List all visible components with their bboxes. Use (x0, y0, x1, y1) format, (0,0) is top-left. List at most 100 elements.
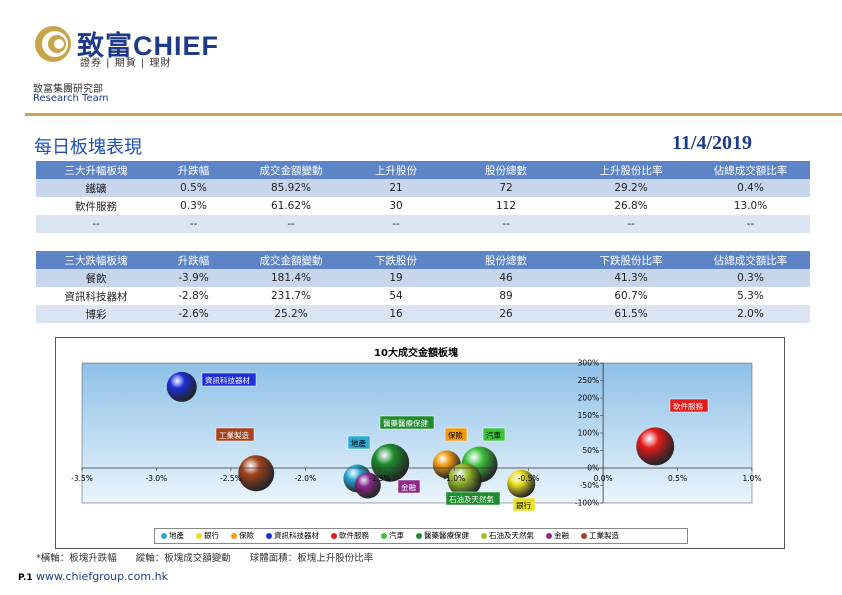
bubble-label: 資訊科技器材 (205, 375, 250, 385)
table-cell: 13.0% (691, 197, 810, 215)
legend-label: 金融 (554, 531, 569, 540)
table-cell: 41.3% (571, 269, 691, 287)
bubble-工業製造 (238, 455, 275, 492)
bubble-label-box (445, 491, 501, 506)
top-losers-table: 三大跌幅板塊 升跌幅 成交金額變動 下跌股份 股份總數 下跌股份比率 佔總成交額… (36, 251, 810, 323)
table-cell: -- (691, 215, 810, 233)
legend-item: 保險 (231, 529, 254, 543)
table-header: 股份總數 (441, 251, 571, 269)
table-row: 博彩 -2.6% 25.2% 16 26 61.5% 2.0% (36, 305, 810, 323)
table-cell: 19 (351, 269, 441, 287)
x-tick-label: 0.0% (594, 474, 613, 483)
bubble-label-box (482, 427, 506, 442)
x-tick-label: -1.5% (369, 474, 391, 483)
header-divider (25, 113, 842, 116)
table-cell: 0.3% (691, 269, 810, 287)
x-tick-label: 0.5% (668, 474, 687, 483)
y-tick-label: 250% (578, 376, 599, 385)
legend-marker-icon (481, 533, 487, 539)
report-date: 11/4/2019 (672, 132, 753, 154)
bubble-label-box (347, 435, 371, 450)
table-cell: 46 (441, 269, 571, 287)
table-header: 三大跌幅板塊 (36, 251, 156, 269)
table-cell: 25.2% (231, 305, 351, 323)
x-tick-label: -3.0% (146, 474, 168, 483)
legend-item: 汽車 (381, 529, 404, 543)
legend-item: 軟件服務 (331, 529, 369, 543)
table-cell: -2.6% (156, 305, 231, 323)
legend-item: 資訊科技器材 (266, 529, 319, 543)
bubble-軟件服務 (636, 427, 675, 466)
legend-marker-icon (381, 533, 387, 539)
bubble-label-box (201, 372, 257, 387)
bubble-label: 軟件服務 (673, 401, 703, 411)
bubble-醫藥醫療保健 (371, 443, 410, 482)
bubble-label: 工業製造 (219, 430, 249, 440)
legend-marker-icon (266, 533, 272, 539)
table-cell: -- (156, 215, 231, 233)
table-cell: 0.5% (156, 179, 231, 197)
table-cell: 餐飲 (36, 269, 156, 287)
table-cell: 54 (351, 287, 441, 305)
legend-label: 汽車 (389, 531, 404, 540)
table-cell: 61.62% (231, 197, 351, 215)
x-tick-label: -3.5% (71, 474, 93, 483)
table-header: 升跌幅 (156, 251, 231, 269)
table-header: 升跌幅 (156, 161, 231, 179)
top-gainers-table: 三大升幅板塊 升跌幅 成交金額變動 上升股份 股份總數 上升股份比率 佔總成交額… (36, 161, 810, 233)
table-cell: 72 (441, 179, 571, 197)
table-cell: 0.4% (691, 179, 810, 197)
table-header: 下跌股份 (351, 251, 441, 269)
legend-label: 銀行 (204, 531, 219, 540)
table-cell: 0.3% (156, 197, 231, 215)
x-tick-label: 1.0% (742, 474, 761, 483)
table-header: 成交金額變動 (231, 161, 351, 179)
legend-item: 地產 (161, 529, 184, 543)
legend-marker-icon (196, 533, 202, 539)
table-header: 下跌股份比率 (571, 251, 691, 269)
legend-marker-icon (581, 533, 587, 539)
legend-item: 金融 (546, 529, 569, 543)
x-tick-label: -2.0% (294, 474, 316, 483)
y-tick-label: 100% (578, 429, 599, 438)
y-tick-label: 300% (578, 359, 599, 368)
legend-item: 工業製造 (581, 529, 619, 543)
table-cell: 26.8% (571, 197, 691, 215)
table-cell: 112 (441, 197, 571, 215)
table-cell: 5.3% (691, 287, 810, 305)
table-row: 軟件服務 0.3% 61.62% 30 112 26.8% 13.0% (36, 197, 810, 215)
table-row: 鐵礦 0.5% 85.92% 21 72 29.2% 0.4% (36, 179, 810, 197)
table-cell: 軟件服務 (36, 197, 156, 215)
table-cell: 89 (441, 287, 571, 305)
table-cell: 26 (441, 305, 571, 323)
table-row: 資訊科技器材 -2.8% 231.7% 54 89 60.7% 5.3% (36, 287, 810, 305)
brand-tagline: 證券 | 期貨 | 理財 (80, 58, 172, 69)
legend-label: 醫藥醫療保健 (424, 531, 469, 540)
table-cell: -2.8% (156, 287, 231, 305)
table-header: 上升股份比率 (571, 161, 691, 179)
legend-marker-icon (546, 533, 552, 539)
table-cell: 鐵礦 (36, 179, 156, 197)
x-tick-label: -0.5% (518, 474, 540, 483)
y-tick-label: -50% (580, 481, 599, 490)
table-cell: 231.7% (231, 287, 351, 305)
legend-label: 工業製造 (589, 531, 619, 540)
bubble-label-box (444, 427, 468, 442)
bubble-label: 醫藥醫療保健 (383, 418, 428, 428)
website-link[interactable]: www.chiefgroup.com.hk (36, 570, 168, 583)
table-cell: -- (231, 215, 351, 233)
y-tick-label: 150% (578, 411, 599, 420)
bubble-石油及天然氣 (447, 463, 482, 498)
table-cell: 博彩 (36, 305, 156, 323)
table-row: 餐飲 -3.9% 181.4% 19 46 41.3% 0.3% (36, 269, 810, 287)
chart-legend: 地產 銀行 保險 資訊科技器材 軟件服務 汽車 醫藥醫療保健 石油及天然氣 金融 工業製造 (154, 528, 688, 544)
bubble-label-box (215, 427, 255, 442)
table-header: 股份總數 (441, 161, 571, 179)
chief-logo-icon (35, 26, 71, 62)
table-cell: -- (571, 215, 691, 233)
bubble-資訊科技器材 (166, 371, 197, 402)
table-header: 三大升幅板塊 (36, 161, 156, 179)
table-cell: -- (36, 215, 156, 233)
bubble-label: 石油及天然氣 (449, 494, 494, 504)
table-row: -- -- -- -- -- -- -- (36, 215, 810, 233)
